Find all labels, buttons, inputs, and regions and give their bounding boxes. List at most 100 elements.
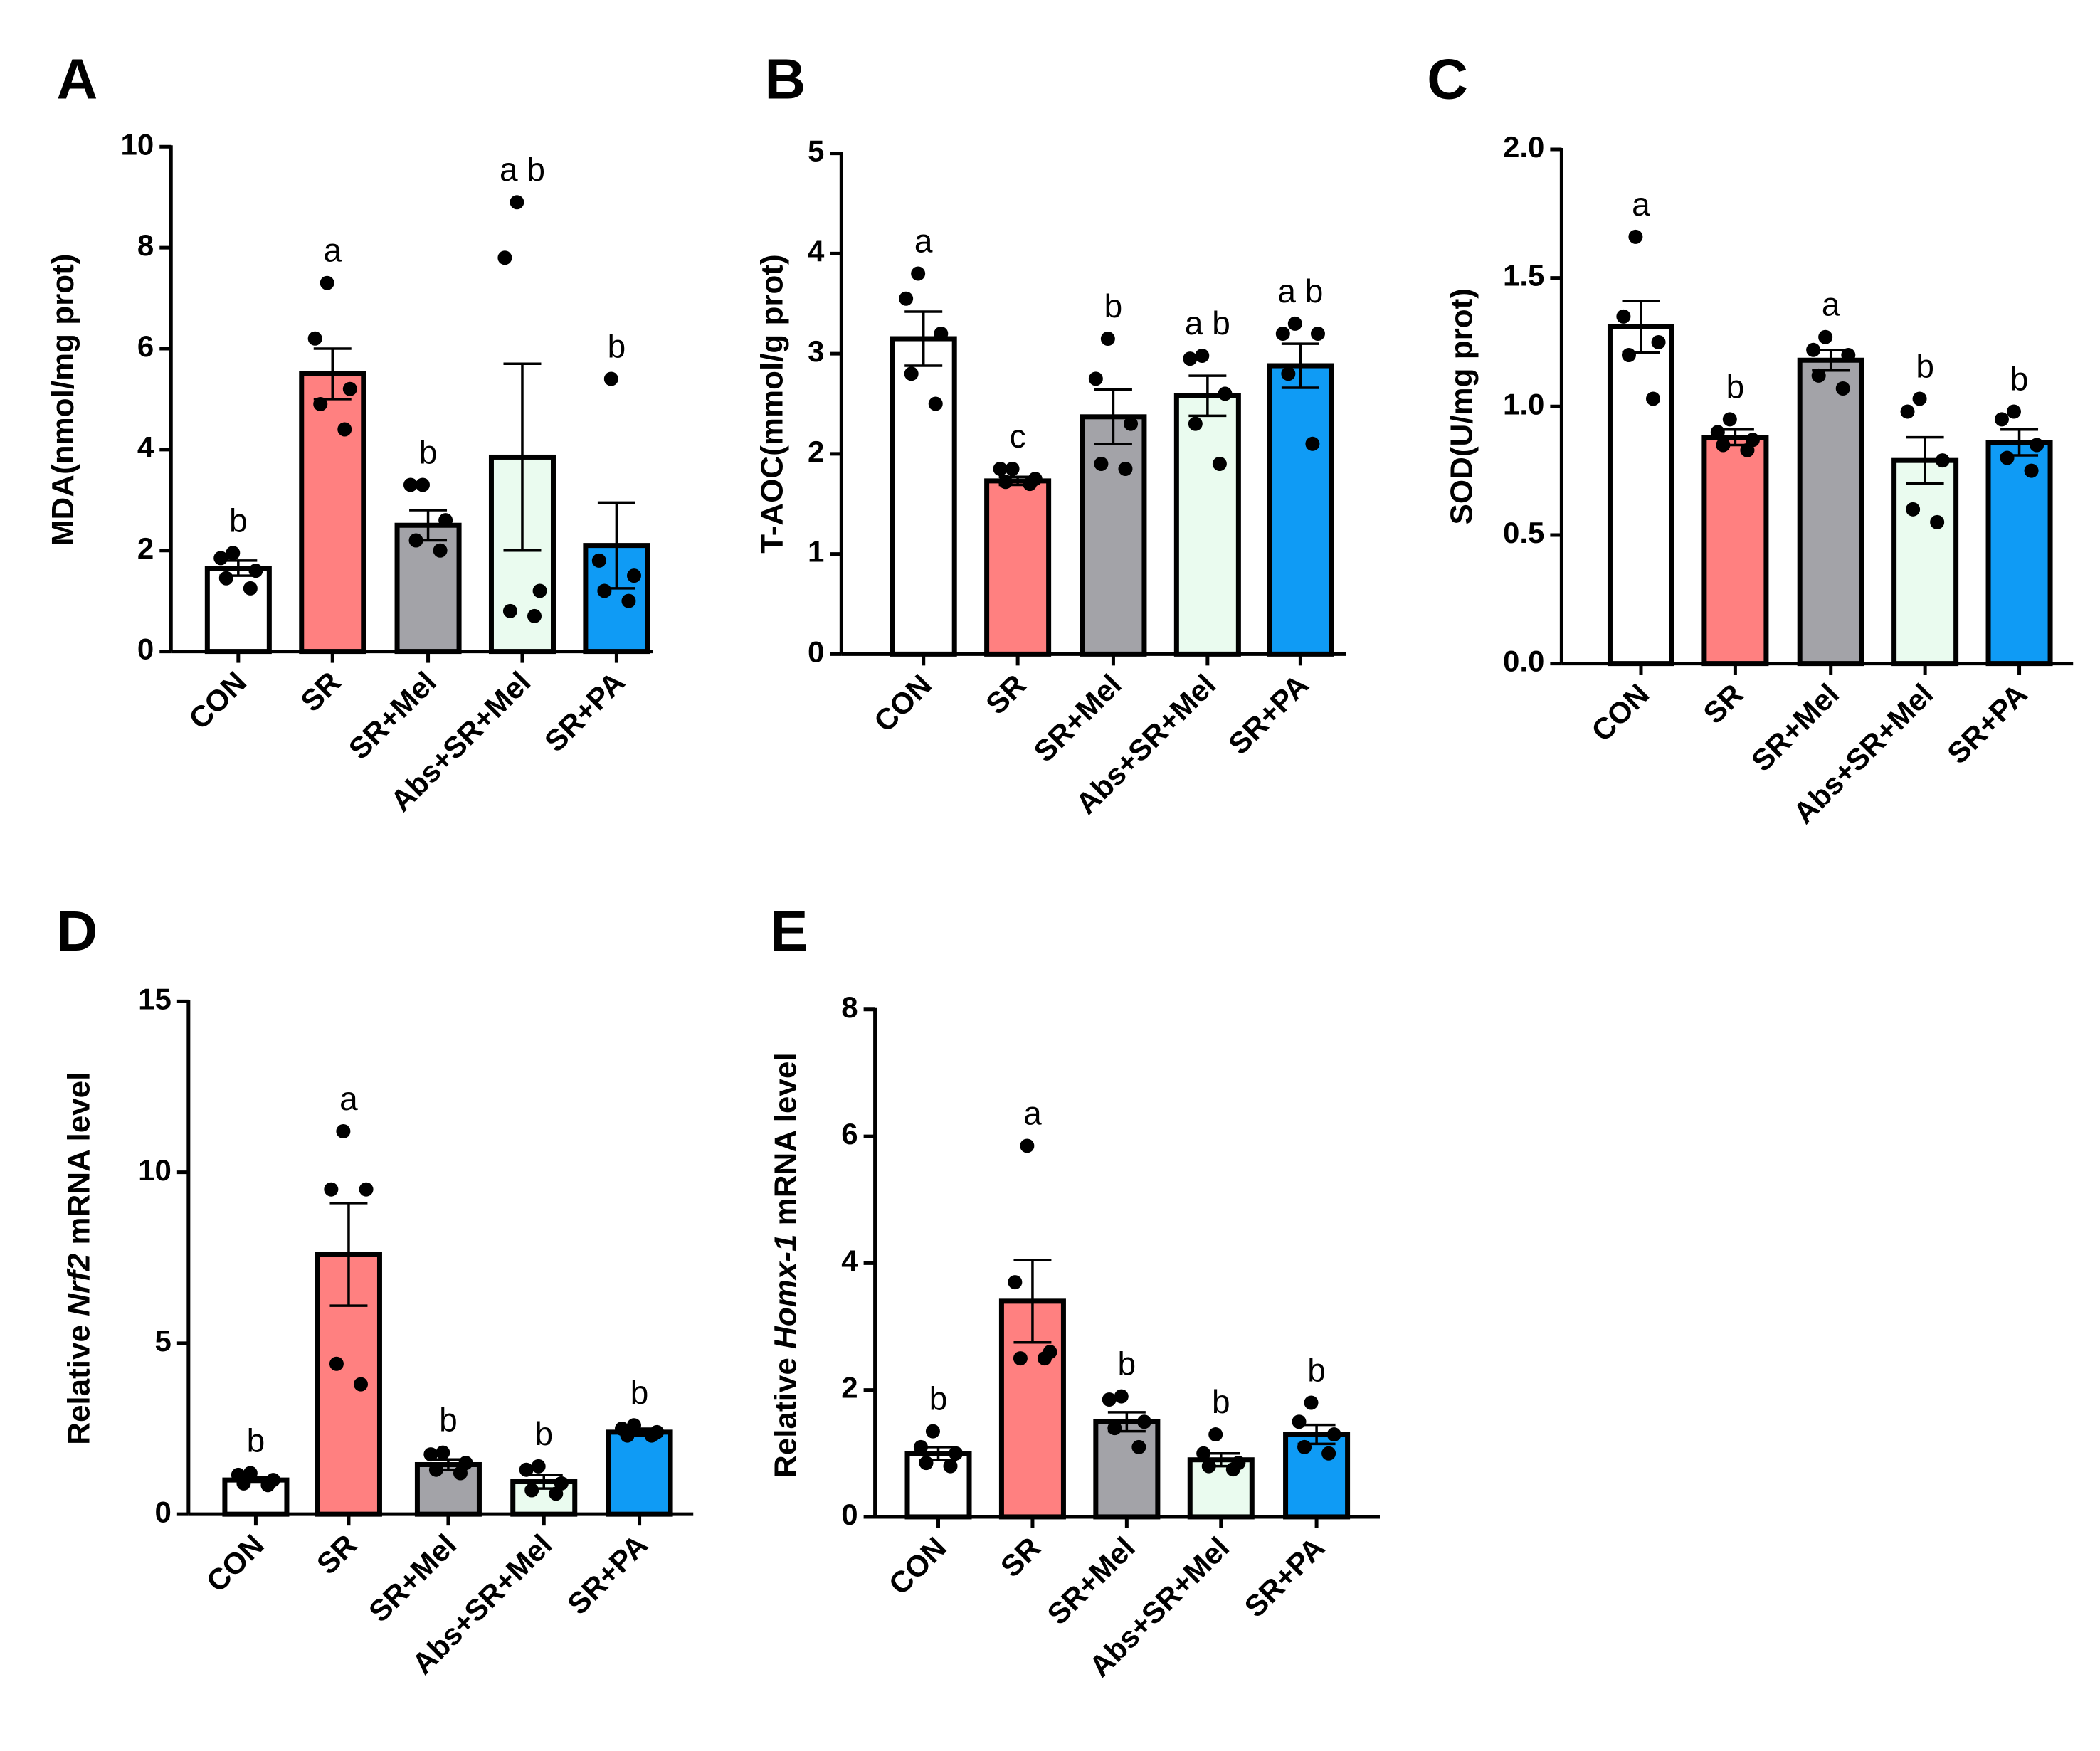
data-point — [433, 543, 448, 558]
data-point — [998, 475, 1013, 490]
data-point — [1616, 309, 1631, 324]
data-point — [502, 603, 517, 618]
y-tick-label: 4 — [808, 234, 825, 268]
data-point — [1287, 316, 1302, 331]
y-tick-label: 10 — [138, 1153, 172, 1187]
y-tick-label: 1.5 — [1503, 259, 1544, 292]
x-tick-label: SR+PA — [538, 665, 631, 758]
data-point — [620, 1428, 635, 1443]
y-axis-title: T-AOC(mmol/g prot) — [754, 254, 789, 553]
data-point — [1912, 391, 1927, 406]
significance-letter: b — [929, 1380, 948, 1417]
y-axis-title-part: mRNA level — [768, 1052, 803, 1225]
x-tick-label: SR+PA — [561, 1528, 654, 1621]
y-tick-label: 0 — [808, 635, 824, 668]
panel-label: A — [56, 47, 97, 110]
data-point — [2030, 438, 2044, 453]
data-point — [1281, 366, 1296, 381]
data-point — [497, 250, 512, 265]
bar — [984, 478, 1052, 657]
data-point — [1212, 456, 1227, 471]
significance-letter: b — [2010, 361, 2029, 398]
y-axis-title: SOD(U/mg prot) — [1444, 288, 1479, 524]
data-point — [213, 551, 228, 566]
x-tick-label: CON — [182, 665, 253, 736]
data-point — [527, 608, 542, 623]
data-point — [1183, 351, 1198, 366]
panel-label: E — [770, 899, 808, 963]
data-point — [2006, 404, 2021, 419]
panel-label: D — [56, 899, 97, 963]
bar — [394, 522, 462, 655]
x-tick-label: SR — [979, 667, 1033, 721]
data-point — [1935, 453, 1950, 468]
bar — [1093, 1419, 1161, 1520]
data-point — [1013, 1351, 1028, 1366]
bar — [1283, 1432, 1351, 1520]
y-tick-label: 4 — [841, 1244, 858, 1277]
data-point — [1218, 386, 1233, 401]
x-tick-label: SR+PA — [1941, 677, 2034, 771]
data-point — [337, 422, 352, 437]
data-point — [428, 1462, 443, 1477]
data-point — [913, 1439, 928, 1454]
data-point — [1900, 404, 1915, 419]
error-bar — [1281, 342, 1319, 389]
error-bar — [904, 310, 943, 367]
data-point — [415, 477, 430, 492]
data-point — [1321, 1446, 1336, 1461]
data-point — [2024, 463, 2039, 478]
data-point — [1326, 1427, 1341, 1442]
data-point — [1225, 1462, 1240, 1477]
data-point — [919, 1456, 934, 1471]
y-axis-title-part: Relative — [61, 1325, 96, 1445]
x-tick-label: SR — [1697, 677, 1750, 731]
y-tick-label: 0.0 — [1503, 645, 1544, 678]
error-bar — [1094, 388, 1132, 445]
data-point — [1023, 477, 1038, 492]
significance-letter: b — [419, 433, 438, 470]
data-point — [549, 1486, 564, 1501]
y-axis-title-part: MDA(nmol/mg prot) — [45, 254, 80, 546]
data-point — [438, 513, 453, 528]
bar — [222, 1477, 290, 1517]
data-point — [1841, 348, 1856, 363]
data-point — [342, 381, 357, 396]
data-point — [1710, 425, 1725, 440]
data-point — [453, 1466, 468, 1481]
data-point — [1196, 1446, 1211, 1461]
significance-letter: b — [1118, 1345, 1136, 1382]
data-point — [320, 275, 334, 290]
y-tick-label: 3 — [808, 334, 824, 368]
data-point — [436, 1445, 450, 1460]
significance-letter: a b — [1185, 305, 1230, 342]
bar — [1173, 393, 1241, 657]
y-tick-label: 4 — [137, 430, 154, 464]
data-point — [1008, 1275, 1023, 1290]
significance-letter: b — [1104, 287, 1123, 324]
data-point — [1201, 1459, 1216, 1474]
data-point — [1102, 1392, 1117, 1407]
data-point — [2000, 450, 2015, 465]
data-point — [1906, 502, 1921, 517]
data-point — [1716, 438, 1731, 453]
data-point — [423, 1447, 438, 1462]
data-point — [1297, 1439, 1312, 1454]
data-point — [1811, 368, 1826, 383]
x-tick-label: SR+Mel — [362, 1528, 463, 1628]
y-tick-label: 1.0 — [1503, 387, 1544, 420]
data-point — [1037, 1351, 1052, 1366]
y-tick-label: 10 — [121, 127, 154, 161]
significance-letter: b — [1212, 1383, 1230, 1420]
data-point — [329, 1356, 344, 1371]
panel-label: C — [1427, 47, 1468, 110]
data-point — [353, 1377, 368, 1392]
data-point — [644, 1428, 659, 1443]
data-point — [993, 461, 1008, 476]
significance-letter: a b — [500, 151, 545, 188]
significance-letter: b — [1726, 368, 1745, 405]
data-point — [336, 1124, 351, 1139]
y-tick-label: 2.0 — [1503, 130, 1544, 164]
